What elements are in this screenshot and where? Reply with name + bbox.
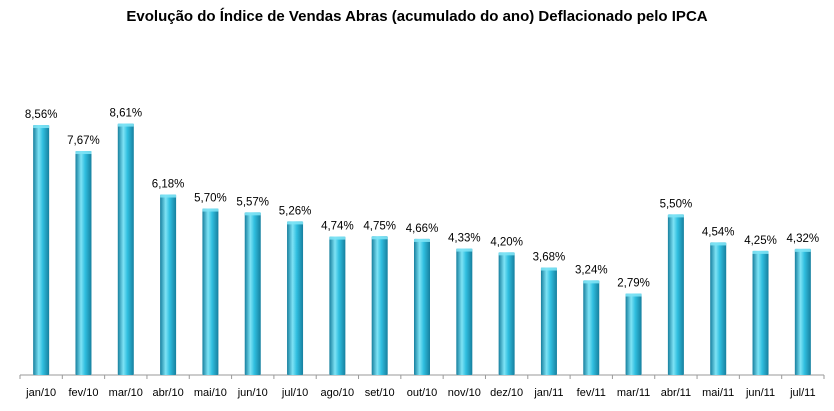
bar-cap [329, 236, 346, 240]
data-label: 4,32% [787, 233, 820, 245]
x-tick-label: mai/11 [702, 387, 734, 399]
bar-mar/10 [117, 123, 134, 375]
bar-cap [414, 238, 430, 242]
chart-title: Evolução do Índice de Vendas Abras (acum… [126, 8, 708, 25]
x-tick-label: jul/10 [281, 387, 308, 399]
x-tick-label: fev/10 [68, 387, 98, 399]
bar-cap [75, 151, 92, 155]
data-label: 5,26% [279, 205, 312, 217]
bar-fev/10 [75, 151, 92, 375]
bar-cap [752, 250, 769, 254]
data-label: 4,74% [321, 221, 354, 233]
data-label: 5,70% [194, 193, 227, 205]
data-label: 4,33% [448, 233, 481, 245]
x-tick-label: set/10 [365, 387, 395, 399]
x-tick-label: mai/10 [194, 387, 227, 399]
data-label: 8,61% [109, 108, 142, 120]
x-tick-label: mar/11 [617, 387, 650, 399]
data-label: 4,66% [406, 223, 439, 235]
data-label: 6,18% [152, 179, 185, 191]
x-tick-label: jul/11 [789, 387, 815, 399]
x-tick-label: jun/10 [237, 387, 268, 399]
data-label: 7,67% [67, 135, 100, 147]
bar-jun/11 [752, 250, 769, 375]
x-tick-label: mar/10 [109, 387, 143, 399]
bar-cap [371, 236, 388, 240]
bar-cap [498, 252, 515, 256]
bar-cap [202, 208, 219, 212]
x-tick-label: jan/11 [533, 387, 563, 399]
bar-cap [160, 194, 177, 198]
x-tick-label: out/10 [407, 387, 438, 399]
bar-cap [287, 221, 304, 225]
bar-cap [583, 280, 600, 284]
data-label: 5,50% [660, 198, 693, 210]
data-label: 3,68% [533, 252, 566, 264]
bar-jul/10 [287, 221, 304, 375]
bar-mar/11 [625, 293, 642, 375]
bar-jul/11 [794, 248, 811, 375]
bar-jan/10 [33, 125, 50, 375]
x-tick-label: fev/11 [577, 387, 606, 399]
data-label: 8,56% [25, 109, 58, 121]
x-tick-label: abr/10 [153, 387, 184, 399]
bar-cap [710, 242, 727, 246]
bar-mai/11 [710, 242, 727, 375]
bar-jun/10 [244, 212, 261, 375]
x-tick-label: ago/10 [321, 387, 355, 399]
bar-nov/10 [456, 248, 473, 375]
bar-cap [117, 123, 134, 127]
bar-cap [794, 248, 811, 252]
bar-cap [244, 212, 261, 216]
bar-cap [625, 293, 642, 297]
bar-abr/10 [160, 194, 177, 375]
bar-cap [456, 248, 473, 252]
data-label: 2,79% [617, 278, 650, 290]
bar-dez/10 [498, 252, 515, 375]
data-label: 4,20% [490, 236, 523, 248]
bar-jan/11 [540, 267, 557, 375]
bar-cap [540, 267, 557, 271]
data-label: 5,57% [236, 196, 269, 208]
bar-mai/10 [202, 208, 219, 375]
bar-fev/11 [583, 280, 600, 375]
x-tick-label: dez/10 [490, 387, 523, 399]
data-label: 4,54% [702, 226, 735, 238]
x-tick-label: jun/11 [745, 387, 775, 399]
bar-cap [33, 125, 50, 129]
bar-abr/11 [667, 214, 684, 375]
bar-set/10 [371, 236, 388, 375]
bar-cap [667, 214, 684, 218]
bar-out/10 [414, 238, 430, 375]
data-label: 4,25% [744, 235, 777, 247]
x-tick-label: nov/10 [448, 387, 481, 399]
bar-ago/10 [329, 236, 346, 375]
data-label: 4,75% [363, 220, 396, 232]
data-label: 3,24% [575, 264, 608, 276]
x-tick-label: abr/11 [661, 387, 691, 399]
x-tick-label: jan/10 [25, 387, 56, 399]
